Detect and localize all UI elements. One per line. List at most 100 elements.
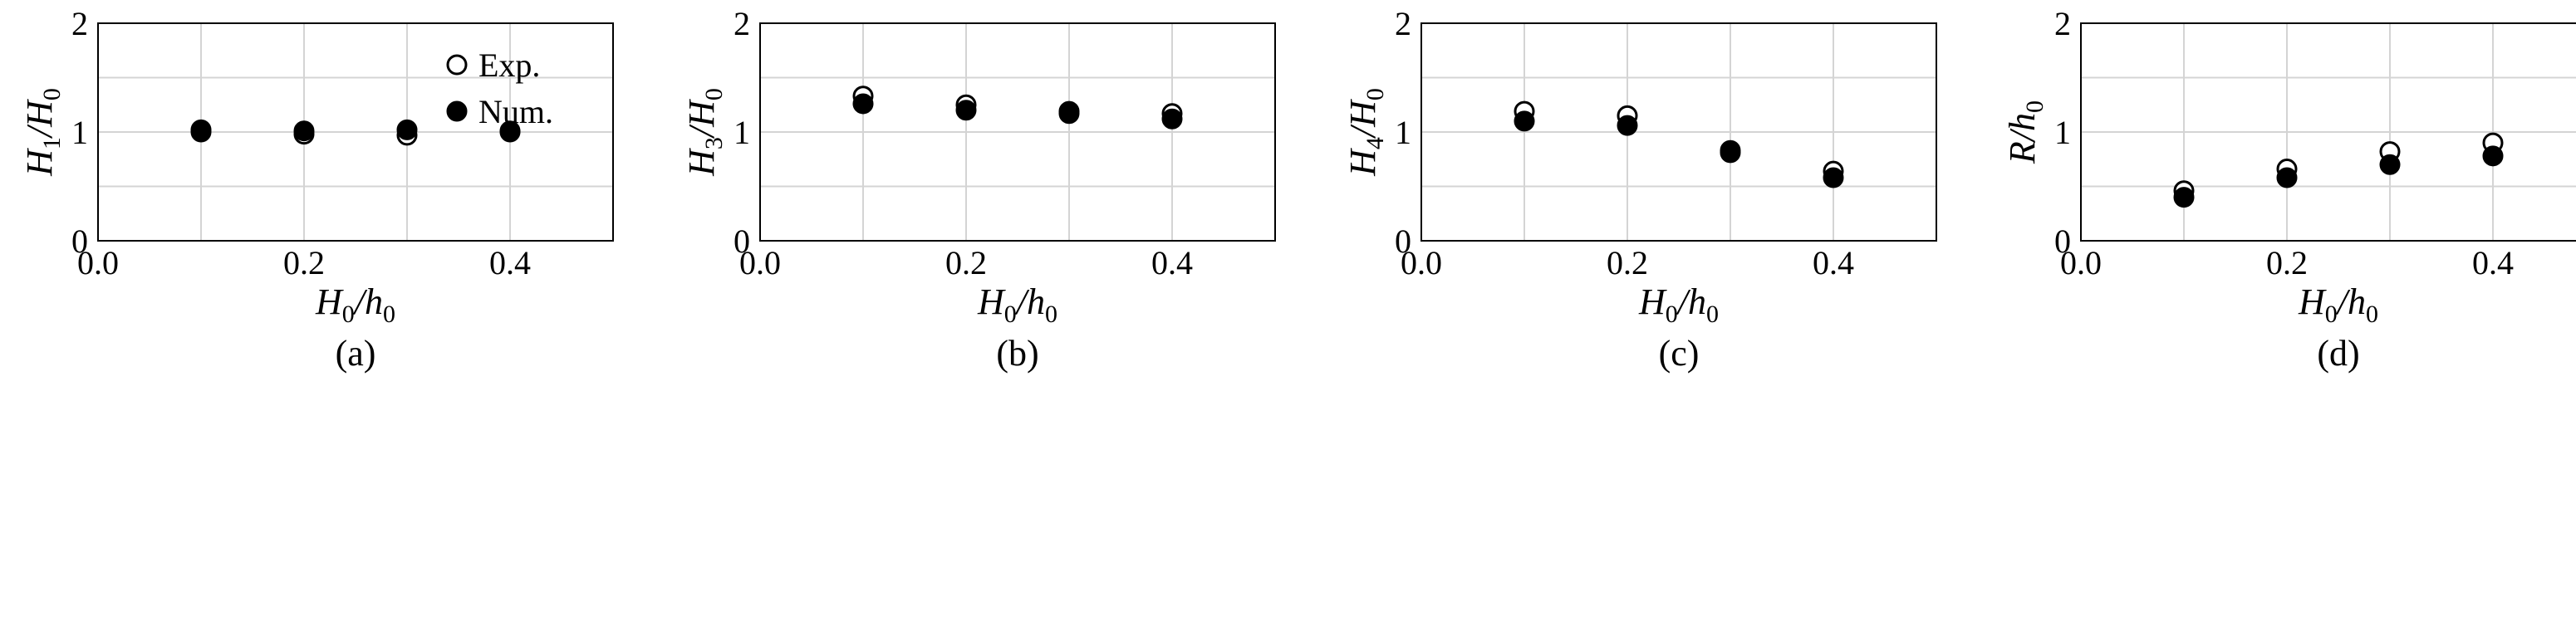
y-tick-label: 0 <box>71 223 88 260</box>
y-tick-label: 1 <box>71 114 88 151</box>
y-axis-label: H3/H0 <box>681 88 728 177</box>
y-axis-label-main: R <box>2002 141 2043 164</box>
y-axis-label-slash: / <box>19 124 60 139</box>
num-point <box>1823 167 1844 188</box>
x-tick-label: 0.4 <box>1151 244 1193 281</box>
y-axis-label-sub2: 0 <box>700 88 728 100</box>
x-tick-label: 0.0 <box>1401 244 1442 281</box>
x-tick-label: 0.0 <box>77 244 119 281</box>
x-tick-label: 0.2 <box>945 244 987 281</box>
num-point <box>1617 115 1638 136</box>
x-axis-label-sub: 0 <box>1004 301 1017 328</box>
x-axis-label: H0/h0 <box>1638 281 1719 328</box>
x-tick-label: 0.2 <box>283 244 325 281</box>
panel-label: (a) <box>336 333 376 374</box>
x-axis-label-main: H <box>1638 281 1667 322</box>
num-point <box>1161 108 1183 130</box>
x-tick-label: 0.4 <box>2472 244 2514 281</box>
x-axis-label-main2: h <box>2348 281 2366 322</box>
y-axis-label-sub: 1 <box>38 137 66 149</box>
x-axis-label-main: H <box>977 281 1006 322</box>
x-tick-label: 0.2 <box>1607 244 1648 281</box>
num-point <box>955 100 977 121</box>
x-axis-label-sub: 0 <box>342 301 355 328</box>
x-axis-label-sub2: 0 <box>2366 301 2378 328</box>
y-axis-label-sub: 4 <box>1362 137 1389 149</box>
num-point <box>2482 145 2504 167</box>
x-tick-label: 0.4 <box>1813 244 1854 281</box>
panel-label: (d) <box>2317 333 2359 374</box>
y-axis-label-main: H <box>1342 148 1383 177</box>
x-axis-label-sub: 0 <box>2325 301 2338 328</box>
plot-frame <box>97 22 614 242</box>
y-axis-label-main2: H <box>681 99 722 128</box>
y-axis-label: H4/H0 <box>1342 88 1389 177</box>
x-axis-label: H0/h0 <box>315 281 395 328</box>
num-point <box>1058 103 1080 125</box>
num-point <box>2173 187 2195 208</box>
y-axis-label-sub2: 0 <box>2021 100 2049 113</box>
panel-label: (c) <box>1659 333 1700 374</box>
y-tick-label: 1 <box>734 114 750 151</box>
x-axis-label: H0/h0 <box>977 281 1057 328</box>
num-point <box>2276 167 2298 188</box>
y-axis-label-main2: H <box>19 99 60 128</box>
y-axis-label-sub: 3 <box>700 137 728 149</box>
num-point <box>2379 154 2401 175</box>
x-axis-label-sub2: 0 <box>383 301 395 328</box>
legend-exp-label: Exp. <box>478 46 540 84</box>
y-axis-label-slash: / <box>1342 124 1383 139</box>
legend-num-marker <box>446 100 468 122</box>
x-tick-label: 0.0 <box>739 244 781 281</box>
num-point <box>293 120 315 142</box>
x-axis-label-main: H <box>2298 281 2327 322</box>
plot-frame <box>759 22 1276 242</box>
y-axis-label-main2: h <box>2002 113 2043 131</box>
y-axis-label-slash: / <box>2002 128 2043 144</box>
y-axis-label: H1/H0 <box>19 88 66 177</box>
y-tick-label: 2 <box>71 5 88 42</box>
x-axis-label: H0/h0 <box>2298 281 2378 328</box>
y-axis-label-main: H <box>681 148 722 177</box>
y-tick-label: 1 <box>2054 114 2071 151</box>
legend-exp-marker <box>446 54 468 76</box>
y-tick-label: 2 <box>2054 5 2071 42</box>
y-axis-label-sub2: 0 <box>1362 88 1389 100</box>
y-tick-label: 0 <box>2054 223 2071 260</box>
y-axis-label-sub2: 0 <box>38 88 66 100</box>
y-axis-label-main2: H <box>1342 99 1383 128</box>
y-tick-label: 2 <box>734 5 750 42</box>
x-axis-label-main2: h <box>365 281 383 322</box>
x-tick-label: 0.0 <box>2060 244 2102 281</box>
y-tick-label: 0 <box>1395 223 1411 260</box>
plot-frame <box>1420 22 1937 242</box>
y-tick-label: 1 <box>1395 114 1411 151</box>
x-axis-label-slash: / <box>1676 281 1691 322</box>
x-axis-label-main2: h <box>1027 281 1045 322</box>
y-axis-label: R/h0 <box>2002 100 2049 164</box>
x-tick-label: 0.2 <box>2266 244 2308 281</box>
x-tick-label: 0.4 <box>489 244 531 281</box>
x-axis-label-slash: / <box>2335 281 2351 322</box>
num-point <box>1514 110 1535 132</box>
panel-label: (b) <box>996 333 1038 374</box>
legend: Exp. Num. <box>446 46 553 130</box>
plot-frame <box>2080 22 2576 242</box>
x-axis-label-sub: 0 <box>1666 301 1678 328</box>
y-tick-label: 0 <box>734 223 750 260</box>
x-axis-label-main2: h <box>1688 281 1706 322</box>
x-axis-label-sub2: 0 <box>1706 301 1719 328</box>
num-point <box>499 121 521 143</box>
x-axis-label-slash: / <box>352 281 368 322</box>
y-axis-label-main: H <box>19 148 60 177</box>
legend-num-label: Num. <box>478 93 553 130</box>
num-point <box>1720 142 1741 164</box>
x-axis-label-sub2: 0 <box>1045 301 1057 328</box>
num-point <box>190 121 212 143</box>
x-axis-label-slash: / <box>1014 281 1030 322</box>
x-axis-label-main: H <box>315 281 344 322</box>
